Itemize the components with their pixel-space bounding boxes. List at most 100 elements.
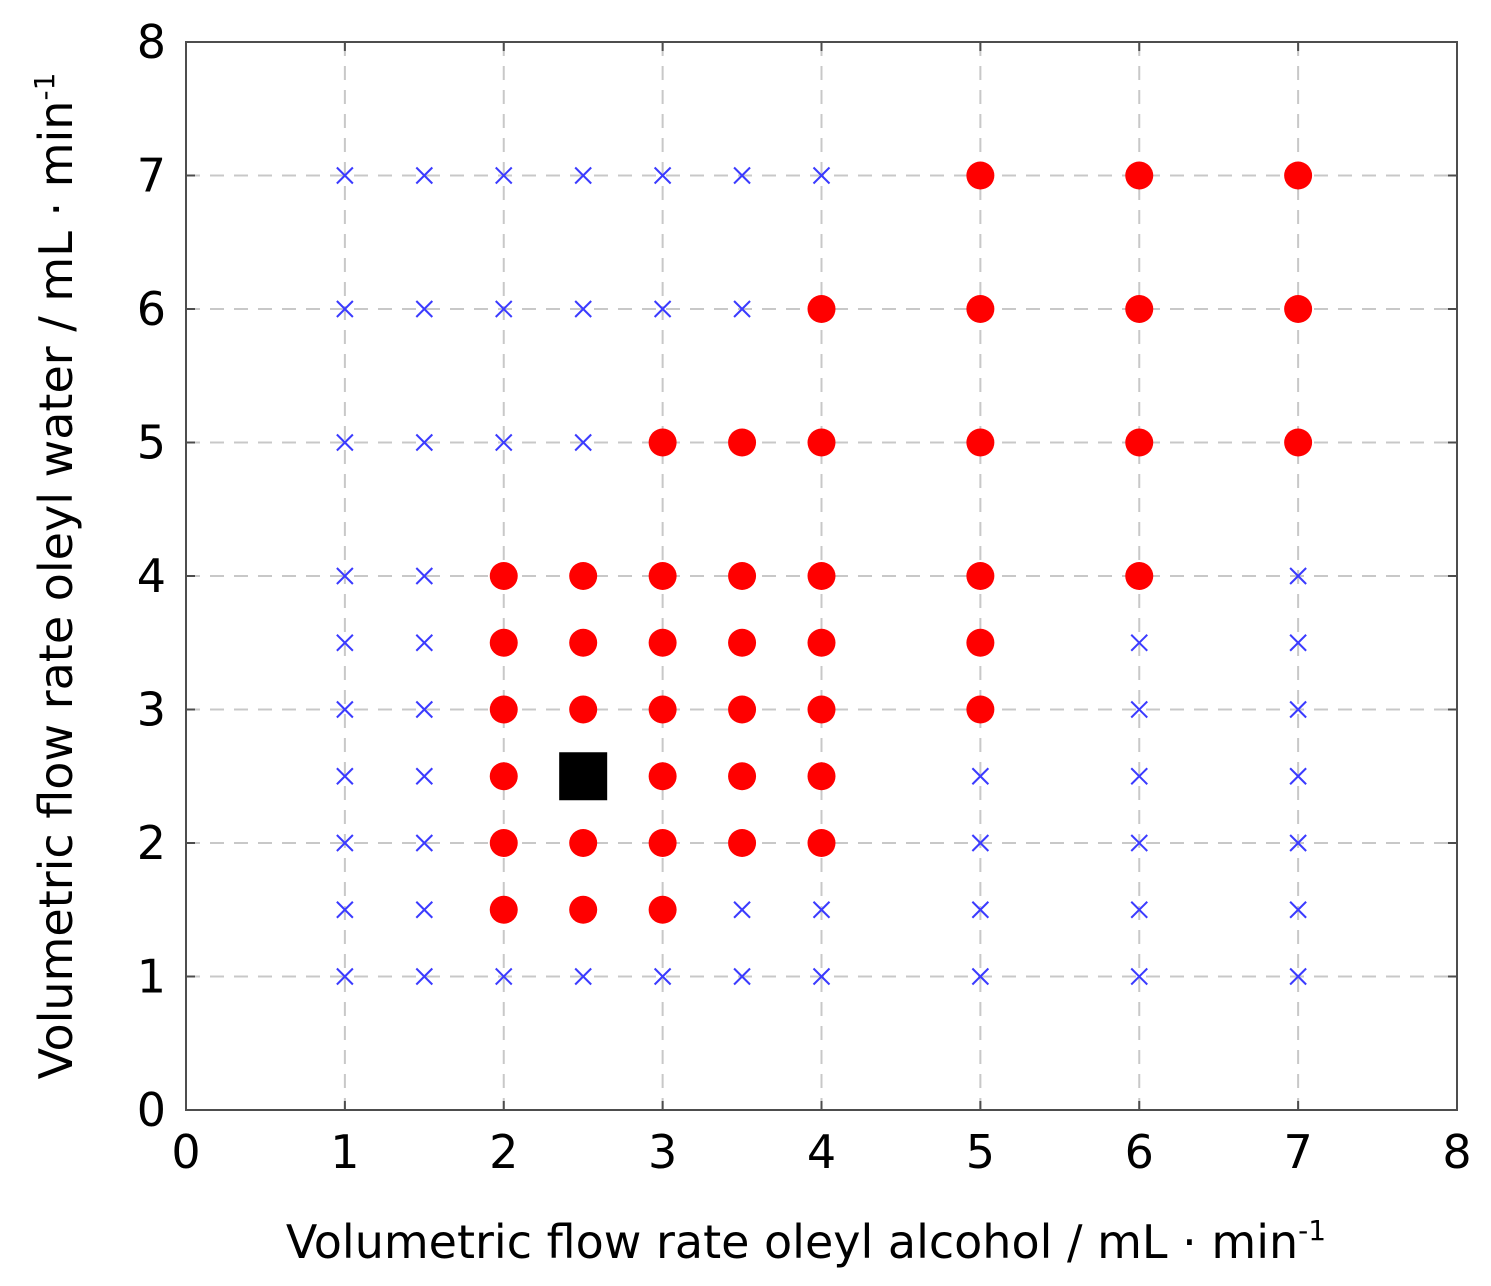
dot-marker: [807, 695, 836, 724]
square-marker: [559, 752, 608, 801]
cross-stroke: [574, 300, 592, 318]
cross-marker: [971, 834, 990, 852]
dot-marker: [966, 295, 995, 323]
dot-marker: [569, 628, 598, 657]
cross-marker: [495, 300, 513, 318]
dot-marker: [648, 695, 677, 724]
dot-marker: [1125, 428, 1154, 457]
y-tick-label: 6: [137, 282, 166, 336]
cross-stroke: [1289, 634, 1307, 652]
dot-marker: [807, 428, 836, 457]
cross-marker: [415, 967, 434, 986]
y-tick-label: 2: [137, 816, 166, 870]
cross-stroke: [1130, 634, 1148, 652]
y-axis-label-superscript: -1: [28, 73, 61, 101]
cross-stroke: [574, 967, 592, 986]
y-tick-label: 7: [137, 149, 166, 203]
y-tick-label: 8: [137, 15, 166, 69]
dot-marker: [569, 895, 598, 924]
cross-marker: [1130, 967, 1148, 986]
cross-stroke: [336, 300, 354, 318]
dot-marker: [1284, 428, 1313, 457]
x-tick-label: 0: [171, 1125, 200, 1179]
cross-stroke: [574, 433, 592, 452]
cross-stroke: [971, 834, 990, 852]
cross-marker: [336, 433, 354, 452]
cross-stroke: [733, 300, 751, 318]
dot-marker: [648, 428, 677, 457]
dot-marker: [1125, 161, 1154, 190]
cross-stroke: [733, 901, 751, 919]
cross-stroke: [415, 901, 434, 919]
y-tick-label: 1: [137, 950, 166, 1004]
cross-stroke: [812, 166, 831, 185]
dot-marker: [489, 762, 518, 791]
cross-stroke: [336, 634, 354, 652]
cross-stroke: [415, 834, 434, 852]
cross-stroke: [495, 300, 513, 318]
cross-stroke: [653, 967, 672, 986]
dot-marker: [807, 762, 836, 791]
dot-marker: [489, 829, 518, 857]
cross-marker: [1130, 834, 1148, 852]
cross-stroke: [415, 634, 434, 652]
cross-marker: [336, 300, 354, 318]
cross-stroke: [415, 967, 434, 986]
cross-stroke: [733, 967, 751, 986]
cross-marker: [415, 433, 434, 452]
dot-marker: [966, 628, 995, 657]
cross-marker: [574, 967, 592, 986]
dot-marker: [807, 628, 836, 657]
dot-marker: [569, 695, 598, 724]
x-tick-label: 3: [648, 1125, 677, 1179]
cross-stroke: [1130, 834, 1148, 852]
cross-marker: [415, 300, 434, 318]
cross-stroke: [415, 433, 434, 452]
dot-marker: [807, 295, 836, 323]
dot-marker: [1125, 295, 1154, 323]
cross-stroke: [336, 567, 354, 585]
cross-stroke: [336, 700, 354, 719]
cross-marker: [812, 166, 831, 185]
dot-marker: [1284, 161, 1313, 190]
cross-marker: [1289, 567, 1307, 585]
cross-stroke: [1289, 567, 1307, 585]
cross-stroke: [1130, 767, 1148, 785]
cross-stroke: [971, 901, 990, 919]
cross-stroke: [336, 901, 354, 919]
dot-marker: [648, 895, 677, 924]
cross-marker: [336, 967, 354, 986]
cross-marker: [574, 433, 592, 452]
cross-marker: [336, 834, 354, 852]
cross-marker: [812, 901, 831, 919]
cross-stroke: [1289, 901, 1307, 919]
dot-marker: [966, 428, 995, 457]
cross-stroke: [336, 834, 354, 852]
dot-marker: [1284, 295, 1313, 323]
cross-marker: [574, 300, 592, 318]
cross-marker: [653, 300, 672, 318]
cross-marker: [1130, 767, 1148, 785]
dot-marker: [728, 428, 757, 457]
dot-marker: [569, 829, 598, 857]
y-tick-label: 4: [137, 549, 166, 603]
cross-stroke: [495, 967, 513, 986]
dot-marker: [728, 762, 757, 791]
cross-stroke: [653, 166, 672, 185]
cross-marker: [336, 634, 354, 652]
cross-marker: [1289, 634, 1307, 652]
cross-marker: [971, 967, 990, 986]
dot-marker: [966, 562, 995, 590]
y-tick-label: 0: [137, 1083, 166, 1137]
cross-marker: [1130, 700, 1148, 719]
cross-marker: [1289, 967, 1307, 986]
cross-marker: [733, 967, 751, 986]
cross-marker: [653, 967, 672, 986]
cross-stroke: [971, 967, 990, 986]
cross-marker: [415, 166, 434, 185]
cross-stroke: [1289, 834, 1307, 852]
dot-marker: [648, 829, 677, 857]
dot-marker: [569, 562, 598, 590]
cross-marker: [336, 901, 354, 919]
